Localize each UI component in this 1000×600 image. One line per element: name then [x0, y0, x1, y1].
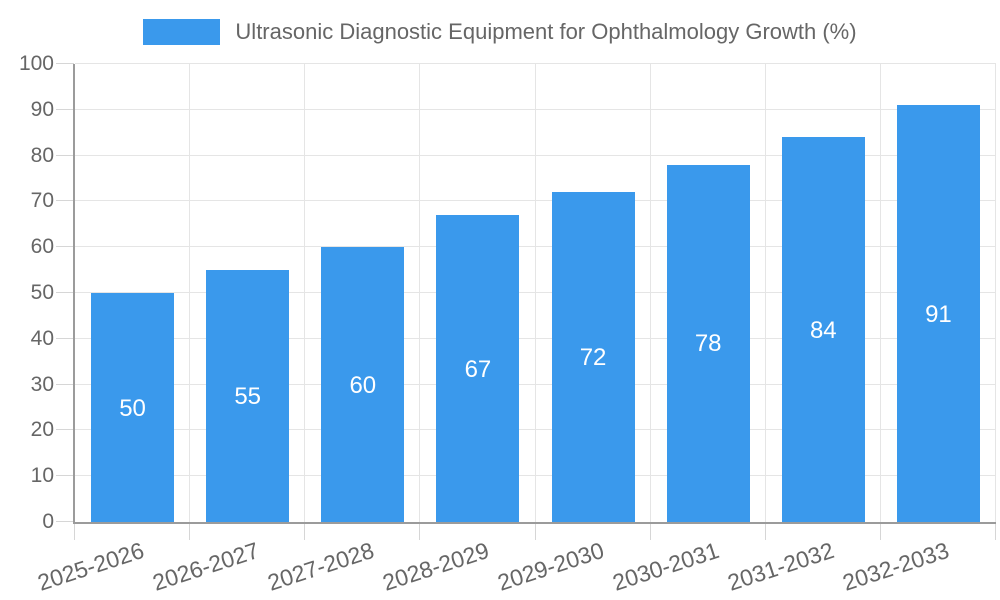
x-axis-label: 2027-2028 — [264, 537, 377, 596]
v-gridline — [764, 64, 766, 522]
h-gridline — [75, 154, 996, 156]
bar-value-label: 67 — [464, 355, 492, 383]
h-gridline — [75, 337, 996, 339]
x-axis-tick — [649, 524, 651, 540]
y-axis-tick — [56, 475, 74, 477]
legend-label: Ultrasonic Diagnostic Equipment for Opht… — [235, 19, 857, 44]
bar[interactable] — [436, 215, 520, 522]
x-axis-tick — [189, 524, 191, 540]
x-axis-label: 2028-2029 — [379, 537, 492, 596]
bar-value-label: 72 — [579, 344, 607, 372]
bar-value-label: 91 — [925, 300, 952, 328]
y-axis-tick-label: 30 — [30, 372, 54, 396]
bar[interactable] — [321, 247, 405, 522]
bar-value-label: 55 — [234, 383, 262, 411]
y-axis-tick — [56, 292, 74, 293]
x-axis-tick — [304, 524, 306, 540]
legend[interactable]: Ultrasonic Diagnostic Equipment for Opht… — [0, 12, 1000, 52]
x-axis-tick — [764, 524, 766, 540]
y-axis-tick-label: 60 — [30, 235, 54, 259]
x-axis-tick — [995, 524, 996, 540]
v-gridline — [649, 64, 651, 522]
x-axis-line — [73, 522, 996, 524]
bar-value-label: 84 — [809, 316, 837, 344]
bar[interactable] — [551, 192, 635, 522]
y-axis-tick-label: 100 — [18, 52, 54, 75]
y-axis-tick-label: 80 — [30, 143, 54, 167]
y-axis-tick — [56, 200, 74, 202]
x-axis-tick — [419, 524, 421, 540]
y-axis-tick-label: 20 — [30, 418, 54, 442]
x-axis-label: 2031-2032 — [724, 537, 838, 596]
y-axis-tick-label: 50 — [30, 281, 54, 304]
v-gridline — [879, 64, 881, 522]
bar-value-label: 50 — [119, 394, 146, 422]
x-axis-label: 2030-2031 — [609, 537, 723, 596]
h-gridline — [75, 108, 996, 110]
y-axis-tick-label: 40 — [30, 326, 54, 350]
v-gridline — [534, 64, 536, 522]
x-axis-label: 2029-2030 — [494, 537, 608, 596]
x-axis-tick — [534, 524, 536, 540]
y-axis-tick — [56, 521, 74, 522]
h-gridline — [75, 292, 996, 293]
h-gridline — [75, 383, 996, 385]
x-axis-tick — [879, 524, 881, 540]
y-axis-tick-label: 0 — [42, 510, 54, 533]
bar[interactable] — [666, 164, 750, 522]
legend-swatch-icon — [143, 19, 221, 45]
v-gridline — [304, 64, 306, 522]
v-gridline — [995, 64, 996, 522]
y-axis-tick — [56, 63, 74, 64]
y-axis-tick-label: 10 — [30, 464, 54, 488]
y-axis-tick — [56, 108, 74, 110]
y-axis-tick — [56, 429, 74, 431]
bar[interactable] — [91, 293, 175, 522]
y-axis-tick — [56, 337, 74, 339]
y-axis-tick-label: 70 — [30, 189, 54, 213]
x-axis-tick — [74, 524, 75, 540]
v-gridline — [419, 64, 421, 522]
y-axis-tick — [56, 383, 74, 385]
y-axis-line — [73, 64, 75, 524]
y-axis-tick — [56, 246, 74, 248]
x-axis-label: 2026-2027 — [149, 537, 262, 596]
x-axis-label: 2032-2033 — [839, 537, 953, 596]
bar-value-label: 78 — [694, 330, 722, 358]
h-gridline — [75, 63, 996, 64]
bar-value-label: 60 — [349, 371, 377, 399]
h-gridline — [75, 429, 996, 431]
y-axis-tick — [56, 154, 74, 156]
x-axis-label: 2025-2026 — [33, 537, 147, 596]
h-gridline — [75, 475, 996, 477]
h-gridline — [75, 246, 996, 248]
bar[interactable] — [206, 270, 290, 522]
y-axis-tick-label: 90 — [30, 97, 54, 121]
bar[interactable] — [896, 105, 980, 522]
bar[interactable] — [781, 137, 865, 522]
h-gridline — [75, 200, 996, 202]
v-gridline — [189, 64, 191, 522]
